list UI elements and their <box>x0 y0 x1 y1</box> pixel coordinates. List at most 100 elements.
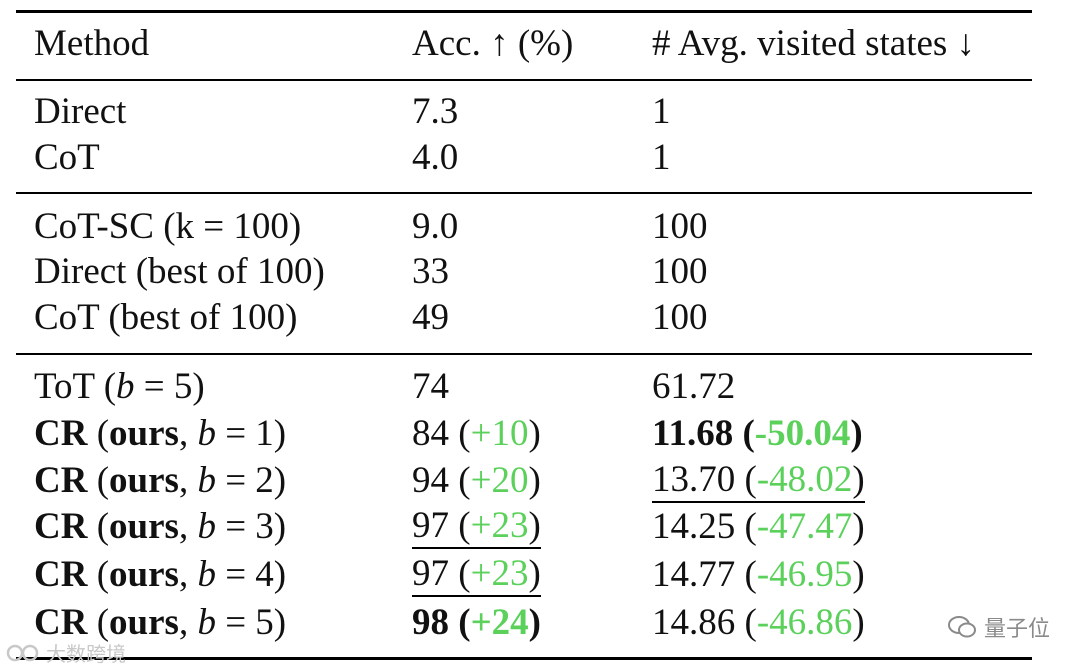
states-value: 13.70 <box>652 459 736 500</box>
states-cell: 100 <box>652 206 708 247</box>
method-variable: b <box>197 554 216 595</box>
states-cell: 1 <box>652 91 671 132</box>
header-visited-states: # Avg. visited states ↓ <box>652 23 976 64</box>
watermark-right-text: 量子位 <box>983 617 1050 642</box>
accuracy-value: 97 <box>412 505 449 546</box>
watermark-right: 量子位 <box>947 611 1050 643</box>
method-variable: b <box>197 506 216 547</box>
accuracy-delta: +23 <box>470 553 529 594</box>
states-delta: -50.04 <box>754 413 851 454</box>
method-prefix: ToT ( <box>34 366 117 407</box>
accuracy-value: 97 <box>412 553 449 594</box>
method-cell: CR (ours, b = 2) <box>34 460 287 501</box>
table-row-direct-best: Direct (best of 100) 33 100 <box>0 249 1080 295</box>
states-cell: 100 <box>652 251 708 292</box>
method-variable: b <box>197 413 216 454</box>
accuracy-cell: 97 (+23) <box>412 552 541 597</box>
watermark-left-text: 大数跨境 <box>46 642 126 666</box>
method-ours: ours <box>109 506 179 547</box>
brand-logo-icon <box>6 644 39 661</box>
method-bold: CR <box>34 554 88 595</box>
accuracy-cell: 4.0 <box>412 137 459 178</box>
method-cell: CR (ours, b = 4) <box>34 554 287 595</box>
accuracy-cell: 97 (+23) <box>412 504 541 549</box>
accuracy-cell: 33 <box>412 251 449 292</box>
table-row-cr-b1: CR (ours, b = 1) 84 (+10) 11.68 (-50.04) <box>0 411 1080 457</box>
header-accuracy: Acc. ↑ (%) <box>412 23 574 64</box>
accuracy-delta: +23 <box>470 505 529 546</box>
accuracy-delta: +24 <box>470 602 529 643</box>
method-cell: CR (ours, b = 3) <box>34 506 287 547</box>
table-row-cot-sc: CoT-SC (k = 100) 9.0 100 <box>0 204 1080 250</box>
states-delta: -46.86 <box>756 602 853 643</box>
method-cell: ToT (b = 5) <box>34 364 205 410</box>
method-eq: = 5) <box>215 602 287 643</box>
accuracy-cell: 9.0 <box>412 206 459 247</box>
method-ours: ours <box>109 413 179 454</box>
table-row-cr-b4: CR (ours, b = 4) 97 (+23) 14.77 (-46.95) <box>0 552 1080 598</box>
accuracy-cell: 94 (+20) <box>412 460 541 501</box>
method-bold: CR <box>34 602 88 643</box>
accuracy-cell: 74 <box>412 366 449 407</box>
states-delta: -46.95 <box>756 554 853 595</box>
accuracy-cell: 49 <box>412 297 449 338</box>
accuracy-cell: 84 (+10) <box>412 413 541 454</box>
accuracy-value: 98 <box>412 602 449 643</box>
group-rule-1 <box>16 192 1032 194</box>
method-variable: b <box>197 460 216 501</box>
table-row-cot: CoT 4.0 1 <box>0 135 1080 181</box>
states-delta: -48.02 <box>756 459 853 500</box>
method-suffix: = 5) <box>134 366 205 407</box>
bottom-rule <box>16 657 1032 660</box>
method-variable: b <box>116 366 135 407</box>
table-row-cr-b2: CR (ours, b = 2) 94 (+20) 13.70 (-48.02) <box>0 458 1080 504</box>
method-eq: = 1) <box>215 413 287 454</box>
method-cell: Direct <box>34 91 127 132</box>
table-row-cr-b3: CR (ours, b = 3) 97 (+23) 14.25 (-47.47) <box>0 504 1080 550</box>
method-cell: CoT (best of 100) <box>34 297 298 338</box>
states-cell: 61.72 <box>652 366 736 407</box>
accuracy-delta: +20 <box>470 460 529 501</box>
method-bold: CR <box>34 506 88 547</box>
chat-bubble-icon <box>947 616 976 638</box>
method-cell: CoT <box>34 137 100 178</box>
states-cell: 100 <box>652 297 708 338</box>
table-row-cr-b5: CR (ours, b = 5) 98 (+24) 14.86 (-46.86) <box>0 600 1080 646</box>
header-method: Method <box>34 23 150 64</box>
states-cell: 13.70 (-48.02) <box>652 458 865 503</box>
method-ours: ours <box>109 554 179 595</box>
method-cell: CR (ours, b = 5) <box>34 602 287 643</box>
method-eq: = 4) <box>215 554 287 595</box>
table-row-cot-best: CoT (best of 100) 49 100 <box>0 295 1080 341</box>
method-ours: ours <box>109 602 179 643</box>
states-value: 14.77 <box>652 554 736 595</box>
header-rule <box>16 79 1032 81</box>
header-row: Method Acc. ↑ (%) # Avg. visited states … <box>0 21 1080 67</box>
states-value: 14.25 <box>652 506 736 547</box>
method-bold: CR <box>34 460 88 501</box>
states-delta: -47.47 <box>756 506 853 547</box>
accuracy-cell: 98 (+24) <box>412 602 541 643</box>
states-value: 11.68 <box>652 413 734 454</box>
states-cell: 14.86 (-46.86) <box>652 602 865 643</box>
accuracy-delta: +10 <box>470 413 529 454</box>
method-eq: = 2) <box>215 460 287 501</box>
states-value: 14.86 <box>652 602 736 643</box>
states-cell: 14.77 (-46.95) <box>652 554 865 595</box>
accuracy-cell: 7.3 <box>412 91 459 132</box>
method-ours: ours <box>109 460 179 501</box>
watermark-left: 大数跨境 <box>6 638 126 667</box>
states-cell: 1 <box>652 137 671 178</box>
states-cell: 11.68 (-50.04) <box>652 413 863 454</box>
method-eq: = 3) <box>215 506 287 547</box>
table-row-direct: Direct 7.3 1 <box>0 89 1080 135</box>
accuracy-value: 84 <box>412 413 449 454</box>
accuracy-value: 94 <box>412 460 449 501</box>
states-cell: 14.25 (-47.47) <box>652 506 865 547</box>
group-rule-2 <box>16 353 1032 355</box>
method-cell: CoT-SC (k = 100) <box>34 206 302 247</box>
top-rule <box>16 10 1032 13</box>
method-cell: CR (ours, b = 1) <box>34 413 287 454</box>
method-cell: Direct (best of 100) <box>34 251 325 292</box>
table-row-tot: ToT (b = 5) 74 61.72 <box>0 364 1080 410</box>
